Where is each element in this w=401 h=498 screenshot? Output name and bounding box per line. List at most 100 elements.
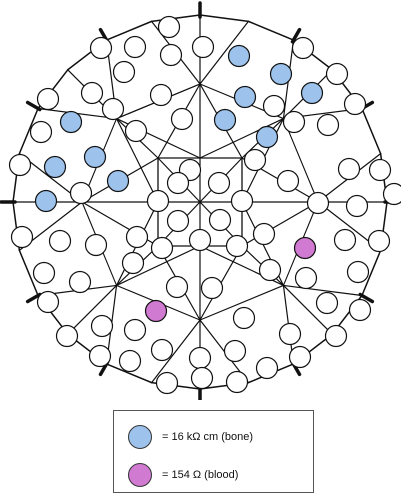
resistor-node	[150, 236, 174, 260]
hub-link-line	[199, 284, 284, 321]
resistor-node	[306, 191, 330, 215]
resistor-node	[348, 298, 372, 322]
resistor-node	[112, 60, 136, 84]
resistor-node	[36, 290, 60, 314]
resistor-node	[155, 371, 179, 395]
boundary-segment	[247, 20, 295, 41]
legend: = 16 kΩ cm (bone) = 154 Ω (blood)	[113, 410, 314, 493]
resistor-node	[88, 344, 112, 368]
bone-node	[106, 169, 130, 193]
resistor-node	[32, 261, 56, 285]
resistor-node	[125, 225, 149, 249]
resistor-node	[337, 157, 361, 181]
hub-square-line	[115, 117, 159, 203]
resistor-node	[315, 291, 339, 315]
spoke-line	[199, 20, 249, 85]
resistor-node	[68, 270, 92, 294]
resistor-node	[48, 229, 72, 253]
resistor-node	[262, 94, 286, 118]
blood-swatch	[128, 463, 152, 487]
resistor-node	[294, 266, 318, 290]
resistor-node	[232, 306, 256, 330]
resistor-node	[200, 276, 224, 300]
bone-node	[227, 44, 251, 68]
boundary-segment	[18, 107, 39, 155]
resistor-node	[255, 356, 279, 380]
spoke-line	[67, 284, 118, 335]
resistor-node	[252, 222, 276, 246]
resistor-node	[8, 153, 32, 177]
resistor-node	[166, 171, 190, 195]
resistor-node	[345, 194, 369, 218]
resistor-node	[346, 260, 370, 284]
bone-node	[233, 85, 257, 109]
resistor-node	[225, 234, 249, 258]
resistor-node	[165, 275, 189, 299]
hub-square-line	[199, 117, 285, 159]
resistor-node	[316, 113, 340, 137]
resistor-node	[208, 208, 232, 232]
resistor-node	[225, 370, 249, 394]
hub-square-line	[115, 245, 201, 287]
resistor-node	[230, 189, 254, 213]
boundary-segment	[361, 107, 382, 155]
resistor-node	[36, 87, 60, 111]
resistor-node	[207, 171, 231, 195]
resistor-node	[90, 314, 114, 338]
spoke-line	[151, 319, 201, 384]
resistor-node	[278, 322, 302, 346]
resistor-node	[333, 228, 357, 252]
resistor-node	[368, 158, 392, 182]
resistor-node	[80, 81, 104, 105]
resistor-node	[10, 225, 34, 249]
spoke-line	[282, 284, 363, 297]
legend-label-blood: = 154 Ω (blood)	[162, 469, 239, 481]
boundary-segment	[18, 249, 39, 297]
resistor-node	[29, 120, 53, 144]
boundary-segment	[150, 14, 201, 23]
bone-node	[255, 125, 279, 149]
resistor-node	[188, 228, 212, 252]
resistor-node	[55, 324, 79, 348]
bone-node	[59, 110, 83, 134]
resistor-node	[276, 169, 300, 193]
spoke-line	[282, 284, 333, 335]
bone-node	[83, 145, 107, 169]
resistor-node	[190, 366, 214, 390]
resistor-node	[118, 349, 142, 373]
resistor-node	[121, 251, 145, 275]
resistor-node	[146, 189, 170, 213]
resistor-network-diagram	[0, 1, 401, 400]
resistor-node	[123, 318, 147, 342]
bone-node	[213, 108, 237, 132]
resistor-node	[166, 209, 190, 233]
blood-node	[144, 299, 168, 323]
resistor-node	[291, 36, 315, 60]
resistor-node	[324, 324, 348, 348]
resistor-node	[382, 182, 401, 206]
legend-label-bone: = 16 kΩ cm (bone)	[162, 431, 254, 443]
resistor-node	[325, 62, 349, 86]
resistor-node	[150, 338, 174, 362]
network-nodes	[8, 15, 401, 395]
boundary-segment	[199, 14, 250, 23]
resistor-node	[343, 92, 367, 116]
resistor-node	[157, 15, 181, 39]
bone-node	[269, 62, 293, 86]
resistor-node	[191, 35, 215, 59]
resistor-node	[367, 229, 391, 253]
legend-item-bone: = 16 kΩ cm (bone)	[128, 425, 253, 449]
blood-node	[293, 236, 317, 260]
boundary-segment	[105, 20, 153, 41]
resistor-node	[89, 36, 113, 60]
hub-link-line	[282, 118, 319, 203]
resistor-node	[123, 35, 147, 59]
boundary-segment	[361, 249, 382, 297]
resistor-node	[170, 107, 194, 131]
resistor-node	[69, 181, 93, 205]
resistor-node	[282, 110, 306, 134]
resistor-node	[101, 97, 125, 121]
resistor-node	[288, 345, 312, 369]
bone-node	[34, 189, 58, 213]
resistor-node	[159, 43, 183, 67]
